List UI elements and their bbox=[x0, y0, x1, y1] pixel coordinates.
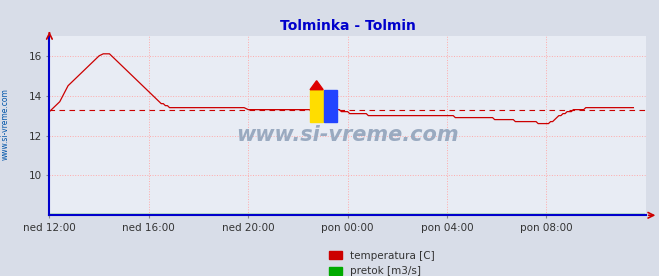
Text: www.si-vreme.com: www.si-vreme.com bbox=[1, 88, 10, 160]
FancyBboxPatch shape bbox=[310, 90, 323, 122]
Polygon shape bbox=[310, 81, 323, 90]
Legend: temperatura [C], pretok [m3/s]: temperatura [C], pretok [m3/s] bbox=[330, 251, 435, 276]
Title: Tolminka - Tolmin: Tolminka - Tolmin bbox=[279, 19, 416, 33]
Text: www.si-vreme.com: www.si-vreme.com bbox=[237, 124, 459, 145]
FancyBboxPatch shape bbox=[324, 90, 337, 122]
